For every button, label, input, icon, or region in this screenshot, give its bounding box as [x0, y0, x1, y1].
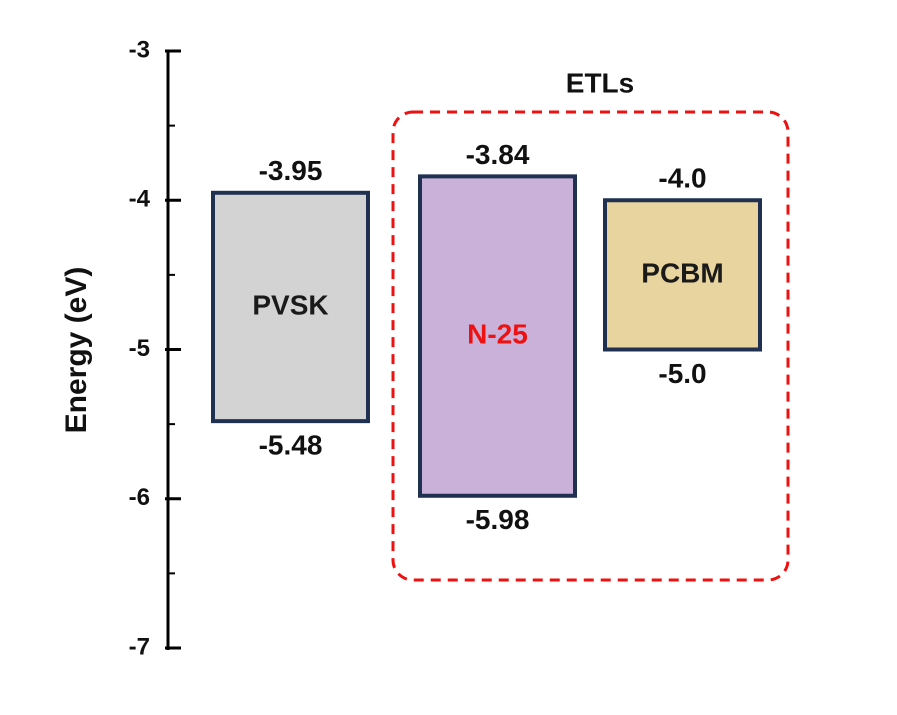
y-axis-label: Energy (eV): [60, 267, 93, 434]
bottom-value-label: -5.0: [658, 358, 706, 389]
bar: [211, 190, 370, 424]
category-label: N-25: [467, 318, 528, 349]
y-tick-label: -3: [129, 36, 150, 63]
bottom-value-label: -5.48: [259, 430, 323, 461]
bottom-value-label: -5.98: [466, 504, 530, 535]
bar: [418, 174, 577, 498]
y-tick-label: -6: [129, 484, 150, 511]
top-value-label: -3.84: [466, 139, 530, 170]
category-label: PCBM: [641, 257, 723, 288]
etl-box: [391, 110, 790, 582]
annotation: ETLs: [566, 67, 634, 98]
y-tick-label: -4: [129, 186, 151, 213]
y-tick-label: -5: [129, 335, 150, 362]
bar: [603, 198, 762, 352]
y-tick-label: -7: [129, 633, 150, 660]
top-value-label: -4.0: [658, 163, 706, 194]
top-value-label: -3.95: [259, 155, 323, 186]
category-label: PVSK: [252, 289, 328, 320]
